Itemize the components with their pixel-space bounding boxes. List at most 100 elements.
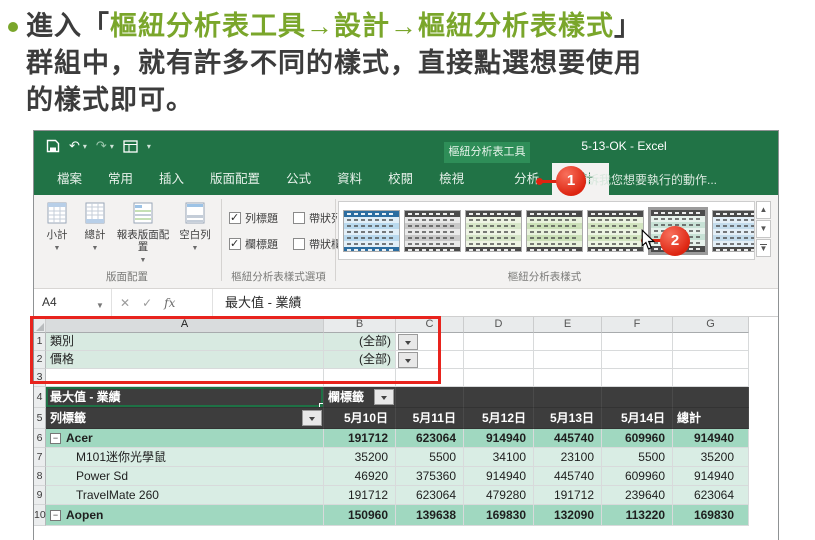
tab-data[interactable]: 資料 [337, 172, 363, 186]
cell[interactable] [464, 369, 534, 387]
cell[interactable]: 23100 [534, 448, 602, 467]
filter-dropdown-button[interactable] [398, 352, 418, 368]
column-header-b[interactable]: B [324, 317, 396, 333]
cell[interactable]: 609960 [602, 467, 673, 486]
collapse-icon[interactable]: − [50, 433, 61, 444]
date-header[interactable]: 5月12日 [464, 408, 534, 429]
cell[interactable]: 445740 [534, 467, 602, 486]
column-labels-dropdown-button[interactable] [374, 389, 394, 405]
row-number[interactable]: 3 [34, 369, 46, 387]
cell-b2[interactable]: (全部) [324, 351, 396, 369]
row-number[interactable]: 8 [34, 467, 46, 486]
date-header[interactable]: 5月11日 [396, 408, 464, 429]
table-view-icon[interactable] [123, 139, 138, 153]
cell-a4-selected[interactable]: 最大值 - 業績 [46, 387, 324, 408]
cell-a9[interactable]: TravelMate 260 [46, 486, 324, 505]
cell-a10[interactable]: − Aopen [46, 505, 324, 526]
cell[interactable] [324, 369, 396, 387]
cell[interactable] [396, 333, 464, 351]
cell[interactable]: 239640 [602, 486, 673, 505]
cell[interactable] [396, 369, 464, 387]
tab-page-layout[interactable]: 版面配置 [210, 172, 261, 186]
tab-review[interactable]: 校閱 [388, 172, 414, 186]
cell[interactable]: 623064 [396, 486, 464, 505]
gallery-scroll-down-button[interactable]: ▼ [756, 220, 771, 238]
cell[interactable] [602, 333, 673, 351]
style-thumbnail[interactable] [465, 209, 522, 252]
cell[interactable] [673, 387, 749, 408]
insert-function-icon[interactable]: fx [164, 295, 176, 310]
banded-rows-checkbox[interactable]: 帶狀列 [293, 205, 357, 231]
save-icon[interactable] [46, 139, 60, 153]
cancel-icon[interactable]: ✕ [120, 295, 131, 310]
blank-rows-button[interactable]: 空白列 ▼ [172, 198, 218, 270]
cell[interactable]: 191712 [324, 429, 396, 448]
cell[interactable]: 623064 [396, 429, 464, 448]
cell[interactable]: 5500 [396, 448, 464, 467]
cell[interactable] [673, 369, 749, 387]
cell-b1[interactable]: (全部) [324, 333, 396, 351]
tab-formulas[interactable]: 公式 [286, 172, 312, 186]
style-thumbnail[interactable] [587, 209, 644, 252]
row-labels-dropdown-button[interactable] [302, 410, 322, 426]
cell[interactable]: 191712 [324, 486, 396, 505]
select-all-corner[interactable] [34, 317, 46, 333]
grand-total-header[interactable]: 總計 [673, 408, 749, 429]
column-header-c[interactable]: C [396, 317, 464, 333]
redo-icon[interactable]: ↷ [95, 138, 107, 153]
row-number[interactable]: 10 [34, 505, 46, 526]
column-header-f[interactable]: F [602, 317, 673, 333]
cell[interactable] [396, 351, 464, 369]
filter-dropdown-button[interactable] [398, 334, 418, 350]
cell[interactable] [602, 351, 673, 369]
cell[interactable] [602, 387, 673, 408]
tab-file[interactable]: 檔案 [57, 172, 83, 186]
cell[interactable]: 35200 [673, 448, 749, 467]
style-thumbnail[interactable] [526, 209, 583, 252]
gallery-scroll-up-button[interactable]: ▲ [756, 201, 771, 219]
cell[interactable]: 914940 [464, 429, 534, 448]
row-number[interactable]: 7 [34, 448, 46, 467]
gallery-more-button[interactable]: ▼ [756, 239, 771, 257]
cell-a8[interactable]: Power Sd [46, 467, 324, 486]
column-header-e[interactable]: E [534, 317, 602, 333]
row-number[interactable]: 9 [34, 486, 46, 505]
row-number[interactable]: 5 [34, 408, 46, 429]
cell[interactable]: 113220 [602, 505, 673, 526]
cell[interactable]: 609960 [602, 429, 673, 448]
row-headers-checkbox[interactable]: 列標題 [229, 205, 293, 231]
cell[interactable] [534, 369, 602, 387]
tab-home[interactable]: 常用 [108, 172, 134, 186]
style-thumbnail[interactable] [343, 209, 400, 252]
cell[interactable] [464, 387, 534, 408]
cell[interactable]: 623064 [673, 486, 749, 505]
enter-icon[interactable]: ✓ [142, 295, 153, 310]
cell-a2[interactable]: 價格 [46, 351, 324, 369]
row-number[interactable]: 4 [34, 387, 46, 408]
cell-a6[interactable]: − Acer [46, 429, 324, 448]
cell[interactable]: 375360 [396, 467, 464, 486]
cell[interactable]: 445740 [534, 429, 602, 448]
cell-a1[interactable]: 類別 [46, 333, 324, 351]
cell[interactable] [46, 369, 324, 387]
column-header-d[interactable]: D [464, 317, 534, 333]
cell[interactable] [534, 351, 602, 369]
grand-totals-button[interactable]: 總計 ▼ [76, 198, 114, 270]
name-box[interactable]: A4 [34, 289, 112, 316]
cell[interactable]: 139638 [396, 505, 464, 526]
report-layout-button[interactable]: 報表版面配置 ▼ [114, 198, 172, 270]
cell[interactable]: 479280 [464, 486, 534, 505]
undo-caret-icon[interactable]: ▾ [82, 141, 87, 151]
date-header[interactable]: 5月14日 [602, 408, 673, 429]
column-header-g[interactable]: G [673, 317, 749, 333]
qat-customize-icon[interactable]: ▾ [146, 141, 151, 151]
date-header[interactable]: 5月13日 [534, 408, 602, 429]
cell[interactable]: 150960 [324, 505, 396, 526]
collapse-icon[interactable]: − [50, 510, 61, 521]
tab-view[interactable]: 檢視 [439, 172, 465, 186]
subtotals-button[interactable]: 小計 ▼ [38, 198, 76, 270]
cell[interactable]: 35200 [324, 448, 396, 467]
undo-icon[interactable]: ↶ [69, 138, 80, 153]
style-thumbnail[interactable] [404, 209, 461, 252]
cell[interactable]: 914940 [673, 429, 749, 448]
